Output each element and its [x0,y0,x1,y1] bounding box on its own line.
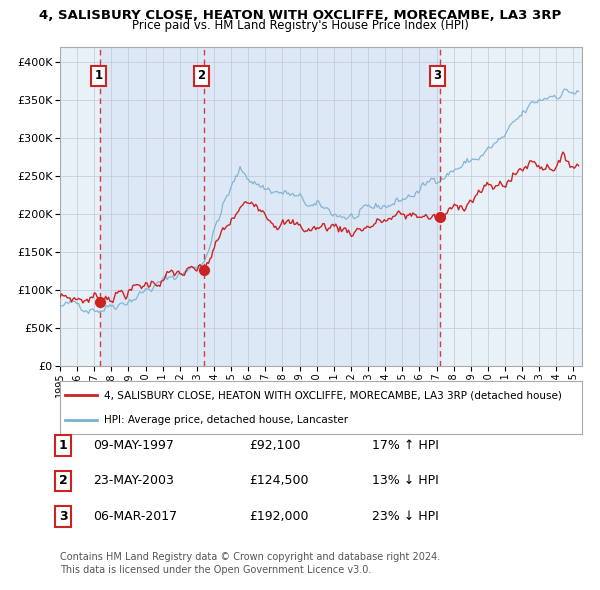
Text: 2: 2 [59,474,67,487]
Text: £92,100: £92,100 [249,439,301,452]
Text: 06-MAR-2017: 06-MAR-2017 [93,510,177,523]
Text: 2: 2 [197,70,206,83]
Text: 1: 1 [59,439,67,452]
Text: 4, SALISBURY CLOSE, HEATON WITH OXCLIFFE, MORECAMBE, LA3 3RP: 4, SALISBURY CLOSE, HEATON WITH OXCLIFFE… [39,9,561,22]
Text: 23% ↓ HPI: 23% ↓ HPI [372,510,439,523]
Text: HPI: Average price, detached house, Lancaster: HPI: Average price, detached house, Lanc… [104,415,349,425]
Text: 17% ↑ HPI: 17% ↑ HPI [372,439,439,452]
Bar [203,47,440,366]
Bar [100,47,203,366]
Text: 4, SALISBURY CLOSE, HEATON WITH OXCLIFFE, MORECAMBE, LA3 3RP (detached house): 4, SALISBURY CLOSE, HEATON WITH OXCLIFFE… [104,391,562,401]
Text: 23-MAY-2003: 23-MAY-2003 [93,474,174,487]
Text: 3: 3 [433,70,442,83]
Text: 09-MAY-1997: 09-MAY-1997 [93,439,174,452]
Text: £192,000: £192,000 [249,510,308,523]
Text: This data is licensed under the Open Government Licence v3.0.: This data is licensed under the Open Gov… [60,565,371,575]
Text: Contains HM Land Registry data © Crown copyright and database right 2024.: Contains HM Land Registry data © Crown c… [60,552,440,562]
Text: 3: 3 [59,510,67,523]
Text: 13% ↓ HPI: 13% ↓ HPI [372,474,439,487]
Text: 1: 1 [94,70,103,83]
Text: Price paid vs. HM Land Registry's House Price Index (HPI): Price paid vs. HM Land Registry's House … [131,19,469,32]
Text: £124,500: £124,500 [249,474,308,487]
